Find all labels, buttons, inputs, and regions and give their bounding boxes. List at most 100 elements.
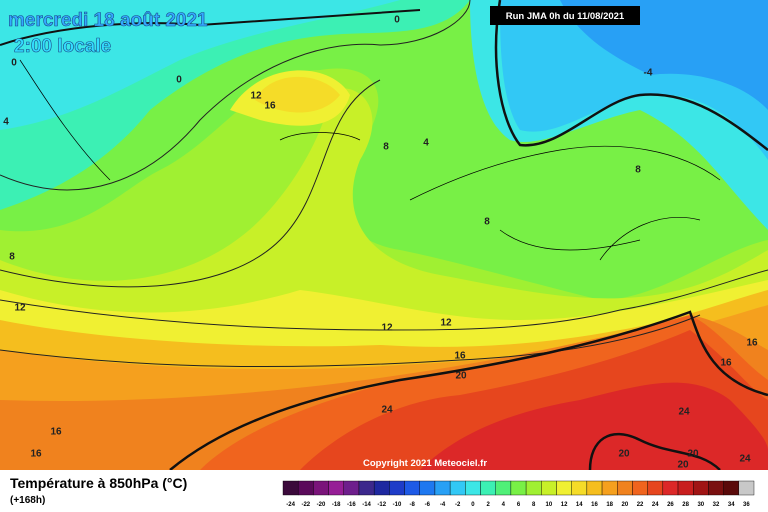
colorbar-tick-label: 12	[561, 502, 568, 508]
colorbar-tick-label: 14	[576, 502, 583, 508]
contour-label: 0	[394, 15, 400, 26]
colorbar-tick-label: -6	[425, 502, 431, 508]
color-swatch	[404, 480, 420, 496]
contour-label: 4	[3, 117, 9, 128]
contour-label: 8	[9, 252, 15, 263]
run-box	[490, 6, 640, 25]
colorbar: -24 -22 -20 -18 -16 -14 -12 -10 -8 -6 -4 -2 0 2 4 6 8 10 1…	[282, 480, 755, 508]
colorbar-tick-label: 10	[546, 502, 553, 508]
color-swatch	[449, 480, 466, 496]
map-field	[0, 0, 768, 471]
color-swatch	[510, 480, 527, 496]
contour-label: 24	[739, 454, 751, 465]
colorbar-tick-label: -12	[377, 502, 386, 508]
contour-label: 0	[176, 75, 182, 86]
colorbar-tick-label: 2	[486, 502, 490, 508]
color-swatch	[693, 480, 709, 496]
contour-label: 8	[484, 217, 490, 228]
color-swatch	[738, 480, 755, 496]
colorbar-tick-label: -10	[393, 502, 402, 508]
contour-label: 16	[50, 427, 62, 438]
color-swatch	[571, 480, 588, 496]
contour-label: 12	[440, 318, 452, 329]
color-swatch	[677, 480, 694, 496]
colorbar-tick-label: 26	[667, 502, 674, 508]
color-swatch	[601, 480, 618, 496]
legend-title: Température à 850hPa (°C)	[10, 475, 187, 491]
colorbar-tick-label: -18	[332, 502, 341, 508]
colorbar-tick-label: 8	[532, 502, 536, 508]
map-time: 2:00 locale	[14, 36, 111, 57]
color-swatch	[632, 480, 648, 496]
colorbar-tick-label: 30	[697, 502, 704, 508]
colorbar-tick-label: 18	[606, 502, 613, 508]
color-swatch	[541, 480, 557, 496]
color-swatch	[525, 480, 542, 496]
color-swatch	[586, 480, 603, 496]
contour-label: 16	[264, 101, 276, 112]
color-swatch	[282, 480, 299, 496]
colorbar-tick-label: -4	[440, 502, 446, 508]
colorbar-tick-label: 36	[743, 502, 750, 508]
colorbar-tick-label: 0	[471, 502, 475, 508]
contour-label: 12	[381, 323, 393, 334]
contour-label: 8	[635, 165, 641, 176]
colorbar-tick-label: 22	[637, 502, 644, 508]
colorbar-tick-label: 24	[652, 502, 659, 508]
color-swatch	[434, 480, 451, 496]
color-swatch	[662, 480, 679, 496]
colorbar-tick-label: 20	[622, 502, 629, 508]
contour-label: 20	[618, 449, 630, 460]
contour-label: 4	[423, 138, 429, 149]
color-swatch	[647, 480, 664, 496]
contour-label: 16	[720, 358, 732, 369]
colorbar-tick-label: -16	[347, 502, 356, 508]
colorbar-tick-label: -24	[286, 502, 295, 508]
color-swatch	[480, 480, 496, 496]
color-swatch	[358, 480, 375, 496]
contour-label: 0	[11, 58, 17, 69]
color-swatch	[465, 480, 481, 496]
colorbar-tick-label: -8	[409, 502, 415, 508]
contour-label: 12	[14, 303, 26, 314]
colorbar-tick-label: 28	[682, 502, 689, 508]
contour-label: 16	[30, 449, 42, 460]
contour-label: 16	[454, 351, 466, 362]
colorbar-tick-label: 16	[591, 502, 598, 508]
copyright: Copyright 2021 Meteociel.fr	[363, 458, 487, 469]
color-swatch	[419, 480, 436, 496]
lead-time: (+168h)	[10, 495, 45, 506]
color-swatch	[556, 480, 572, 496]
contour-label: 16	[746, 338, 758, 349]
contour-label: 20	[455, 371, 467, 382]
colorbar-tick-label: -20	[317, 502, 326, 508]
contour-label: -4	[644, 68, 653, 79]
contour-label: 12	[250, 91, 262, 102]
run-label: Run JMA 0h du 11/08/2021	[506, 11, 625, 22]
colorbar-tick-label: 6	[517, 502, 521, 508]
color-swatch	[343, 480, 360, 496]
color-swatch	[313, 480, 329, 496]
color-swatch	[373, 480, 390, 496]
colorbar-tick-label: 32	[713, 502, 720, 508]
color-swatch	[723, 480, 740, 496]
colorbar-tick-label: -22	[301, 502, 310, 508]
colorbar-tick-label: 4	[502, 502, 506, 508]
color-swatch	[617, 480, 633, 496]
map-date: mercredi 18 août 2021	[8, 10, 208, 31]
contour-label: 24	[381, 405, 393, 416]
color-swatch	[495, 480, 512, 496]
colorbar-tick-label: -2	[455, 502, 461, 508]
contour-label: 24	[678, 407, 690, 418]
color-swatch	[389, 480, 405, 496]
contour-label: 20	[677, 460, 689, 471]
colorbar-tick-label: 34	[728, 502, 735, 508]
contour-label: 8	[383, 142, 389, 153]
colorbar-tick-label: -14	[362, 502, 371, 508]
color-swatch	[708, 480, 724, 496]
color-swatch	[328, 480, 344, 496]
contour-label: 20	[687, 449, 699, 460]
color-swatch	[297, 480, 314, 496]
